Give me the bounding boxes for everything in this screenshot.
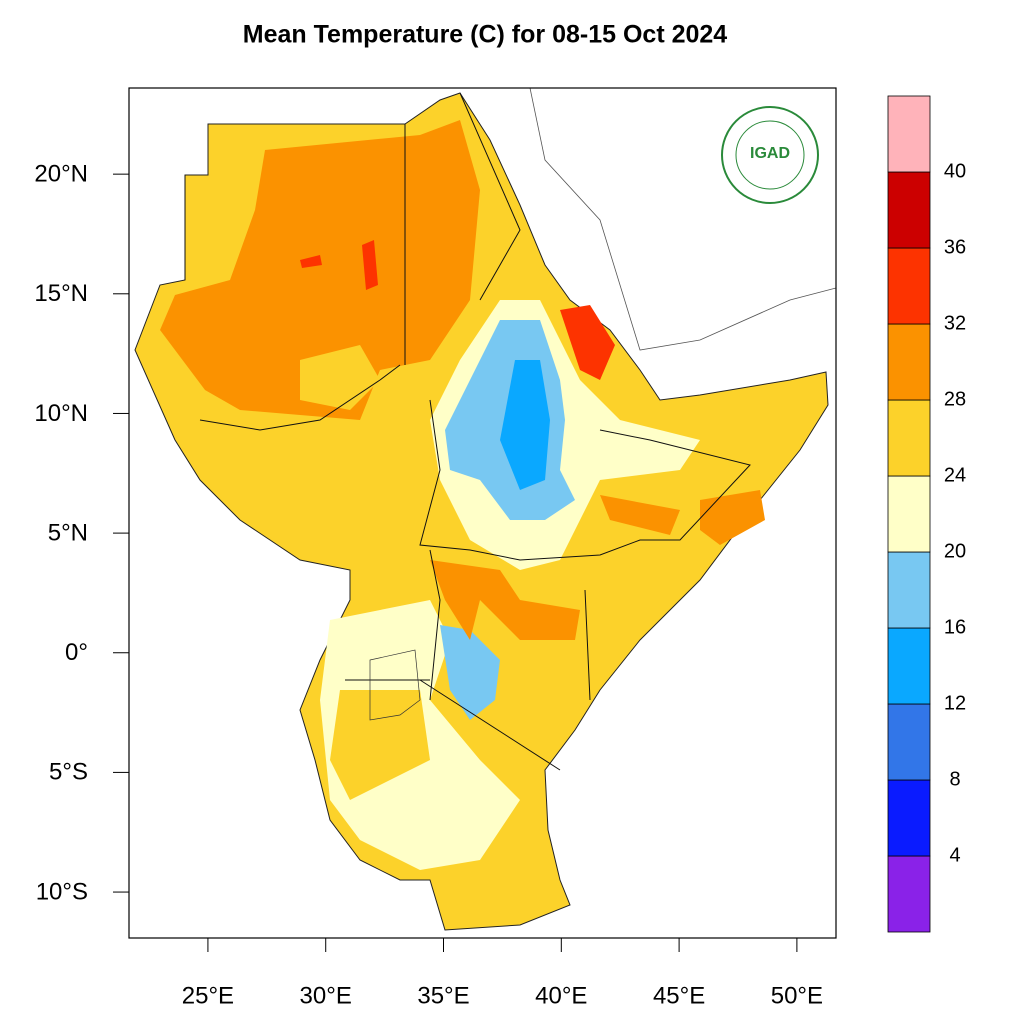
somalia-warm: [600, 490, 765, 545]
y-tick-label: 20°N: [34, 160, 88, 187]
y-tick-label: 10°S: [36, 878, 88, 905]
x-tick-label: 30°E: [300, 982, 352, 1009]
colorbar-label: 36: [944, 236, 966, 258]
tanzania-warm: [330, 690, 430, 800]
colorbar-label: 24: [944, 464, 966, 486]
colorbar-bin: [887, 475, 931, 553]
y-tick-label: 0°: [65, 639, 88, 666]
colorbar-label: 28: [944, 388, 966, 410]
x-tick-label: 45°E: [653, 982, 705, 1009]
logo: IGAD: [721, 106, 819, 204]
colorbar-bin: [887, 551, 931, 629]
logo-inner: [735, 120, 805, 190]
coastline: [529, 87, 837, 351]
logo-text: IGAD: [750, 145, 790, 162]
colorbar-bin: [887, 171, 931, 249]
warm-region: [160, 120, 480, 420]
colorbar-bin: [887, 703, 931, 781]
axes: 25°E 30°E 35°E 40°E 45°E 50°E 20°N 15°N 10°N 5°N 0…: [34, 160, 823, 1009]
y-tick-label: 15°N: [34, 280, 88, 307]
colorbar-bin: [887, 399, 931, 477]
borders: [184, 92, 751, 771]
x-tick-label: 35°E: [417, 982, 469, 1009]
hot-spot: [300, 240, 378, 290]
x-tick-label: 25°E: [182, 982, 234, 1009]
colorbar-label: 40: [944, 160, 966, 182]
kenya-highlands: [440, 625, 500, 720]
colorbar-label: 4: [949, 844, 960, 866]
y-tick-label: 10°N: [34, 400, 88, 427]
map-layers: [129, 87, 837, 938]
colorbar-label: 12: [944, 692, 966, 714]
highland-cold: [500, 360, 550, 490]
x-tick-label: 50°E: [771, 982, 823, 1009]
x-tick-label: 40°E: [535, 982, 587, 1009]
colorbar-bin: [887, 95, 931, 173]
colorbar-label: 16: [944, 616, 966, 638]
lake-victoria: [369, 649, 421, 721]
colorbar-bin: [887, 779, 931, 857]
title: Mean Temperature (C) for 08-15 Oct 2024: [243, 21, 728, 49]
colorbar: 4 8 12 16 20 24 28 32 36 40: [887, 95, 966, 933]
danakil-hot: [560, 305, 615, 380]
colorbar-bin: [887, 323, 931, 401]
y-tick-label: 5°S: [49, 759, 88, 786]
map-frame: [128, 87, 837, 939]
colorbar-bin: [887, 247, 931, 325]
colorbar-bin: [887, 627, 931, 705]
colorbar-label: 8: [949, 768, 960, 790]
y-tick-label: 5°N: [48, 519, 88, 546]
colorbar-label: 20: [944, 540, 966, 562]
colorbar-bin: [887, 855, 931, 933]
colorbar-label: 32: [944, 312, 966, 334]
kenya-warm: [430, 560, 580, 640]
